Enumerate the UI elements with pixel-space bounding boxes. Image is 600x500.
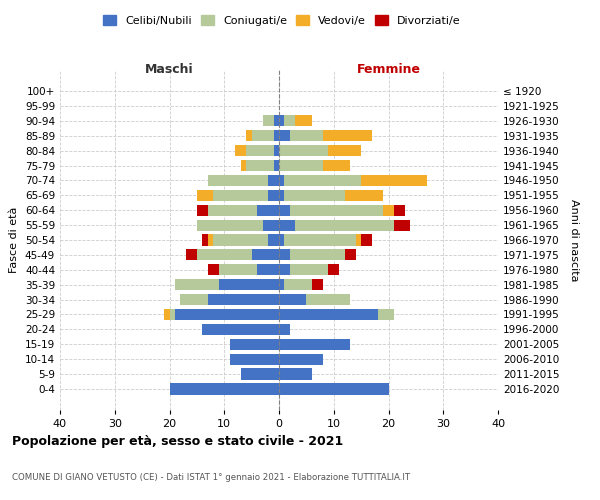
Bar: [208, 234, 214, 246]
Bar: [279, 190, 284, 201]
Bar: [383, 204, 394, 216]
Bar: [197, 204, 208, 216]
Bar: [345, 250, 356, 260]
Legend: Celibi/Nubili, Coniugati/e, Vedovi/e, Divorziati/e: Celibi/Nubili, Coniugati/e, Vedovi/e, Di…: [99, 10, 465, 30]
Bar: [175, 279, 219, 290]
Bar: [307, 294, 350, 305]
Bar: [356, 234, 361, 246]
Bar: [279, 338, 350, 350]
Bar: [284, 115, 295, 126]
Bar: [394, 220, 410, 230]
Bar: [263, 220, 279, 230]
Bar: [312, 279, 323, 290]
Bar: [284, 234, 356, 246]
Bar: [279, 250, 290, 260]
Bar: [279, 115, 284, 126]
Bar: [246, 145, 274, 156]
Bar: [175, 309, 279, 320]
Bar: [290, 250, 344, 260]
Bar: [263, 115, 274, 126]
Bar: [208, 175, 268, 186]
Bar: [328, 145, 361, 156]
Bar: [230, 338, 279, 350]
Bar: [361, 234, 372, 246]
Bar: [197, 190, 214, 201]
Bar: [345, 190, 383, 201]
Bar: [246, 160, 274, 171]
Bar: [251, 130, 274, 141]
Bar: [279, 324, 290, 335]
Bar: [279, 354, 323, 365]
Bar: [290, 204, 383, 216]
Bar: [181, 294, 208, 305]
Bar: [361, 175, 427, 186]
Bar: [268, 234, 279, 246]
Bar: [328, 264, 339, 276]
Bar: [169, 384, 279, 394]
Bar: [377, 309, 394, 320]
Bar: [235, 145, 246, 156]
Bar: [323, 160, 350, 171]
Bar: [274, 115, 279, 126]
Bar: [230, 354, 279, 365]
Bar: [214, 234, 268, 246]
Bar: [279, 204, 290, 216]
Bar: [279, 145, 328, 156]
Bar: [279, 384, 389, 394]
Bar: [284, 279, 312, 290]
Bar: [279, 175, 284, 186]
Bar: [186, 250, 197, 260]
Text: Popolazione per età, sesso e stato civile - 2021: Popolazione per età, sesso e stato civil…: [12, 435, 343, 448]
Bar: [268, 190, 279, 201]
Bar: [284, 175, 361, 186]
Bar: [208, 294, 279, 305]
Bar: [257, 264, 279, 276]
Bar: [241, 368, 279, 380]
Bar: [257, 204, 279, 216]
Bar: [268, 175, 279, 186]
Bar: [279, 264, 290, 276]
Bar: [290, 130, 323, 141]
Bar: [295, 115, 312, 126]
Bar: [219, 264, 257, 276]
Bar: [279, 294, 307, 305]
Bar: [295, 220, 394, 230]
Bar: [219, 279, 279, 290]
Bar: [214, 190, 268, 201]
Bar: [279, 130, 290, 141]
Bar: [202, 234, 208, 246]
Bar: [394, 204, 405, 216]
Bar: [290, 264, 328, 276]
Text: COMUNE DI GIANO VETUSTO (CE) - Dati ISTAT 1° gennaio 2021 - Elaborazione TUTTITA: COMUNE DI GIANO VETUSTO (CE) - Dati ISTA…: [12, 473, 410, 482]
Bar: [197, 220, 263, 230]
Bar: [164, 309, 169, 320]
Text: Maschi: Maschi: [145, 63, 194, 76]
Bar: [279, 160, 323, 171]
Bar: [241, 160, 246, 171]
Text: Femmine: Femmine: [356, 63, 421, 76]
Bar: [274, 130, 279, 141]
Bar: [323, 130, 372, 141]
Bar: [279, 220, 295, 230]
Bar: [274, 160, 279, 171]
Bar: [274, 145, 279, 156]
Bar: [197, 250, 251, 260]
Bar: [208, 204, 257, 216]
Bar: [208, 264, 219, 276]
Bar: [284, 190, 345, 201]
Bar: [202, 324, 279, 335]
Bar: [279, 309, 377, 320]
Y-axis label: Anni di nascita: Anni di nascita: [569, 198, 579, 281]
Bar: [279, 279, 284, 290]
Bar: [279, 234, 284, 246]
Bar: [169, 309, 175, 320]
Bar: [251, 250, 279, 260]
Bar: [279, 368, 312, 380]
Y-axis label: Fasce di età: Fasce di età: [10, 207, 19, 273]
Bar: [246, 130, 251, 141]
